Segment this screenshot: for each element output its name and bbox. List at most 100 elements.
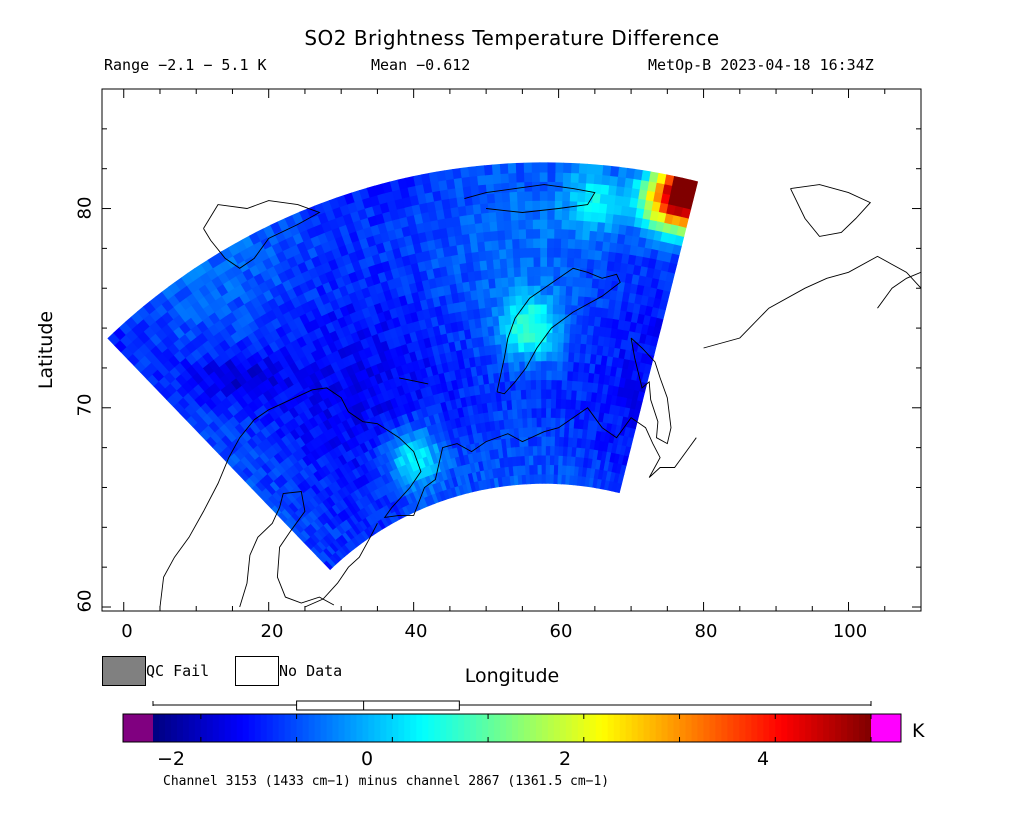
swath-cell bbox=[522, 322, 530, 334]
colorbar-step bbox=[470, 714, 477, 742]
swath-cell bbox=[528, 455, 535, 466]
swath-cell bbox=[533, 454, 539, 466]
colorbar-step bbox=[727, 714, 734, 742]
swath-cell bbox=[525, 379, 532, 390]
colorbar-step bbox=[332, 714, 340, 742]
swath-cell bbox=[594, 164, 604, 176]
swath-cell bbox=[533, 256, 541, 267]
swath-cell bbox=[468, 166, 478, 177]
swath-cell bbox=[508, 370, 516, 382]
coastline bbox=[877, 271, 921, 309]
swath-cell bbox=[519, 238, 528, 249]
swath-cell bbox=[589, 230, 598, 242]
swath-cell bbox=[594, 249, 603, 261]
swath-cell bbox=[526, 237, 534, 249]
colorbar-step bbox=[751, 714, 758, 742]
swath-cell bbox=[529, 360, 537, 371]
swath-cell bbox=[520, 266, 528, 277]
colorbar-step bbox=[565, 714, 573, 742]
swath-cell bbox=[546, 388, 552, 399]
swath-cell bbox=[461, 176, 472, 188]
colorbar-step bbox=[601, 714, 609, 742]
swath-cell bbox=[545, 417, 552, 428]
colorbar-step bbox=[607, 714, 615, 742]
swath-cell bbox=[500, 333, 508, 345]
colorbar-step bbox=[278, 714, 286, 742]
swath-cell bbox=[574, 248, 583, 259]
y-tick-label: 80 bbox=[74, 196, 96, 220]
swath-cell bbox=[547, 209, 556, 220]
swath-cell bbox=[563, 342, 570, 353]
swath-cell bbox=[568, 210, 578, 221]
swath-cell bbox=[535, 360, 542, 371]
x-tick-label: 0 bbox=[121, 621, 133, 642]
qc-fail-swatch bbox=[102, 656, 146, 686]
swath-cell bbox=[576, 210, 585, 222]
swath-cell bbox=[522, 426, 529, 438]
no-data-swatch bbox=[235, 656, 279, 686]
swath-cell bbox=[580, 257, 589, 269]
swath-cell bbox=[494, 277, 503, 289]
swath-cell bbox=[516, 313, 524, 325]
swath-cell bbox=[513, 361, 521, 372]
mean-text: Mean −0.612 bbox=[371, 56, 471, 74]
swath-cell bbox=[497, 229, 506, 241]
colorbar-step bbox=[296, 714, 304, 742]
swath-cell bbox=[468, 232, 478, 244]
colorbar-step bbox=[787, 714, 794, 742]
swath-cell bbox=[528, 313, 536, 324]
y-axis-label: Latitude bbox=[35, 310, 57, 390]
swath-cell bbox=[587, 249, 596, 260]
swath-cell bbox=[533, 237, 541, 249]
swath-cell bbox=[483, 164, 494, 176]
swath-cell bbox=[561, 219, 570, 230]
swath-cell bbox=[519, 256, 528, 268]
swath-cell bbox=[508, 172, 518, 183]
colorbar-step bbox=[793, 714, 800, 742]
swath-cell bbox=[499, 163, 509, 175]
swath-cell bbox=[550, 398, 557, 409]
swath-cell bbox=[582, 220, 592, 231]
colorbar-step bbox=[799, 714, 806, 742]
swath-cell bbox=[518, 342, 525, 353]
swath-cell bbox=[516, 398, 523, 410]
colorbar-step bbox=[559, 714, 567, 742]
colorbar-step bbox=[853, 714, 860, 742]
coastline bbox=[399, 377, 429, 385]
swath-cell bbox=[515, 294, 523, 306]
swath-cell bbox=[550, 445, 556, 456]
swath-cell bbox=[492, 173, 502, 185]
swath-cell bbox=[562, 200, 571, 211]
swath-cell bbox=[597, 212, 607, 223]
swath-cell bbox=[553, 473, 559, 485]
swath-cell bbox=[610, 165, 620, 177]
swath-cell bbox=[516, 172, 525, 183]
swath-cell bbox=[533, 275, 542, 286]
colorbar-tick-label: 0 bbox=[360, 748, 374, 770]
swath-cell bbox=[534, 294, 542, 305]
swath-cell bbox=[547, 218, 556, 230]
swath-cell bbox=[583, 210, 593, 222]
swath-edge-mask bbox=[699, 216, 921, 611]
colorbar-step bbox=[452, 714, 459, 742]
swath-cell bbox=[593, 173, 604, 185]
swath-cell bbox=[604, 222, 613, 234]
swath-cell bbox=[512, 351, 520, 363]
swath-cell bbox=[460, 166, 470, 178]
colorbar-step bbox=[859, 714, 866, 742]
colorbar-step bbox=[326, 714, 334, 742]
swath-cell bbox=[550, 436, 556, 447]
swath-cell bbox=[498, 239, 507, 250]
swath-cell bbox=[546, 351, 553, 362]
swath-cell bbox=[523, 162, 533, 173]
colorbar-step bbox=[661, 714, 669, 742]
swath-cell bbox=[540, 275, 548, 286]
swath-cell bbox=[579, 267, 588, 279]
swath-cell bbox=[528, 322, 536, 334]
swath-cell bbox=[500, 172, 510, 184]
colorbar-step bbox=[380, 714, 387, 742]
swath-cell bbox=[547, 228, 555, 239]
swath-cell bbox=[520, 389, 527, 400]
swath-cell bbox=[578, 276, 587, 288]
swath-cell bbox=[532, 436, 538, 447]
